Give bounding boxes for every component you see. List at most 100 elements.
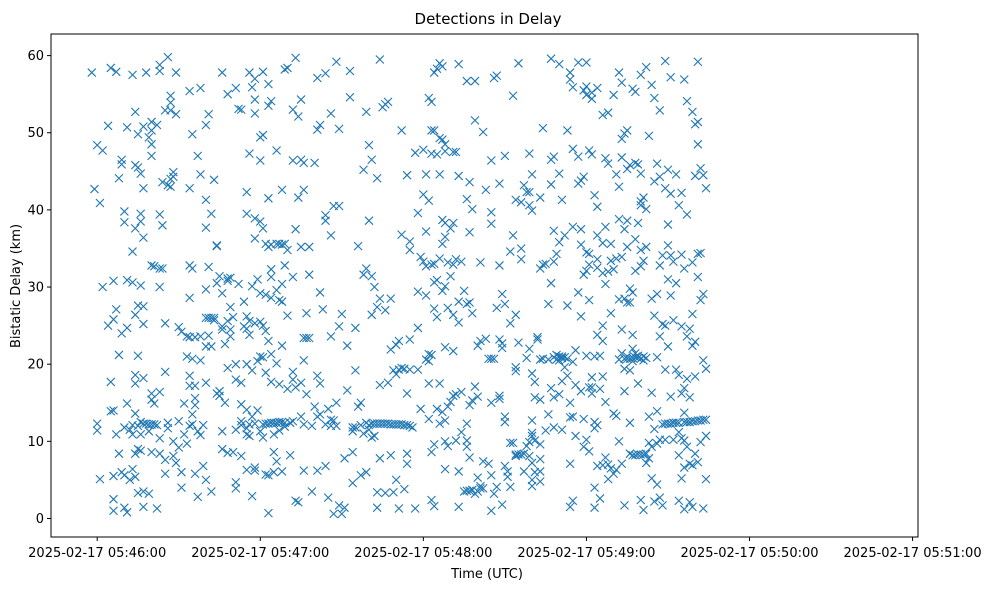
data-point-marker bbox=[356, 420, 366, 430]
data-point-marker bbox=[177, 327, 186, 337]
data-point-marker bbox=[130, 409, 140, 418]
data-point-marker bbox=[630, 87, 640, 97]
data-point-marker bbox=[527, 428, 537, 438]
data-point-marker bbox=[492, 482, 502, 492]
data-point-marker bbox=[622, 242, 632, 252]
data-point-marker bbox=[315, 288, 325, 297]
data-point-marker bbox=[516, 244, 526, 253]
data-point-marker bbox=[682, 374, 692, 384]
data-point-marker bbox=[554, 169, 564, 179]
data-point-marker bbox=[543, 299, 553, 309]
data-point-marker bbox=[166, 98, 175, 108]
data-point-marker bbox=[677, 250, 686, 260]
data-point-marker bbox=[326, 109, 336, 118]
data-point-marker bbox=[437, 239, 447, 249]
data-point-marker bbox=[293, 497, 303, 507]
data-point-marker bbox=[679, 264, 689, 273]
data-point-marker bbox=[500, 417, 510, 427]
data-point-marker bbox=[329, 416, 339, 425]
data-point-marker bbox=[122, 122, 132, 132]
data-point-marker bbox=[321, 68, 330, 78]
data-point-marker bbox=[641, 449, 651, 459]
data-point-marker bbox=[375, 453, 385, 463]
data-point-marker bbox=[470, 382, 480, 391]
data-point-marker bbox=[160, 367, 170, 377]
data-point-marker bbox=[245, 431, 254, 441]
data-point-marker bbox=[193, 492, 203, 502]
data-point-marker bbox=[307, 487, 317, 496]
data-point-marker bbox=[429, 501, 439, 511]
data-point-marker bbox=[321, 216, 330, 226]
x-axis-label: Time (UTC) bbox=[450, 567, 523, 582]
data-point-marker bbox=[563, 301, 572, 310]
data-point-marker bbox=[535, 355, 545, 364]
data-point-marker bbox=[155, 264, 165, 273]
data-point-marker bbox=[372, 487, 382, 497]
data-point-marker bbox=[185, 293, 194, 303]
data-point-marker bbox=[139, 502, 148, 512]
data-point-marker bbox=[109, 276, 118, 286]
data-point-marker bbox=[470, 116, 480, 125]
data-point-marker bbox=[269, 467, 279, 477]
data-point-marker bbox=[688, 502, 697, 512]
data-point-marker bbox=[568, 496, 578, 506]
data-point-marker bbox=[245, 149, 254, 158]
data-point-marker bbox=[606, 239, 616, 249]
data-point-marker bbox=[413, 365, 423, 374]
data-point-marker bbox=[223, 316, 233, 326]
data-point-marker bbox=[190, 469, 200, 479]
data-point-marker bbox=[291, 382, 300, 392]
data-point-marker bbox=[225, 325, 235, 334]
data-point-marker bbox=[636, 261, 646, 271]
data-point-marker bbox=[133, 421, 143, 431]
data-point-marker bbox=[655, 105, 665, 115]
data-point-marker bbox=[595, 351, 605, 361]
data-point-marker bbox=[647, 388, 657, 398]
data-point-marker bbox=[383, 378, 393, 388]
data-point-marker bbox=[269, 430, 279, 439]
data-point-marker bbox=[185, 371, 194, 381]
data-point-marker bbox=[563, 126, 572, 135]
data-point-marker bbox=[288, 367, 298, 377]
data-point-marker bbox=[296, 378, 306, 388]
data-point-marker bbox=[693, 272, 703, 282]
data-point-marker bbox=[128, 464, 137, 474]
data-point-marker bbox=[560, 362, 570, 372]
data-point-marker bbox=[437, 135, 447, 145]
data-point-marker bbox=[125, 425, 135, 435]
data-point-marker bbox=[220, 339, 230, 349]
data-point-marker bbox=[579, 270, 589, 280]
data-point-marker bbox=[437, 62, 447, 71]
data-point-marker bbox=[696, 248, 705, 258]
data-point-marker bbox=[166, 105, 175, 115]
data-point-marker bbox=[554, 59, 564, 69]
data-point-marker bbox=[679, 408, 689, 418]
data-point-marker bbox=[299, 466, 309, 476]
data-point-marker bbox=[160, 455, 170, 465]
data-point-marker bbox=[225, 332, 235, 341]
data-point-marker bbox=[587, 88, 597, 98]
data-point-marker bbox=[688, 460, 697, 470]
data-point-marker bbox=[611, 170, 621, 179]
data-point-marker bbox=[372, 173, 382, 183]
data-point-marker bbox=[524, 200, 534, 210]
data-point-marker bbox=[500, 461, 510, 471]
data-point-marker bbox=[386, 345, 396, 354]
data-point-marker bbox=[598, 372, 608, 381]
data-point-marker bbox=[250, 466, 260, 476]
x-tick-label: 2025-02-17 05:47:00 bbox=[191, 546, 329, 561]
data-point-marker bbox=[250, 234, 260, 243]
y-tick-label: 0 bbox=[36, 512, 44, 527]
data-point-marker bbox=[255, 317, 265, 327]
data-point-marker bbox=[253, 406, 262, 415]
data-point-marker bbox=[424, 349, 434, 359]
data-point-marker bbox=[652, 289, 662, 299]
data-point-marker bbox=[671, 365, 681, 374]
data-point-marker bbox=[206, 342, 216, 351]
data-point-marker bbox=[258, 130, 268, 140]
data-point-marker bbox=[277, 417, 287, 427]
data-point-marker bbox=[611, 254, 621, 263]
data-point-marker bbox=[391, 475, 401, 485]
data-point-marker bbox=[462, 76, 472, 86]
chart-title: Detections in Delay bbox=[415, 10, 562, 28]
